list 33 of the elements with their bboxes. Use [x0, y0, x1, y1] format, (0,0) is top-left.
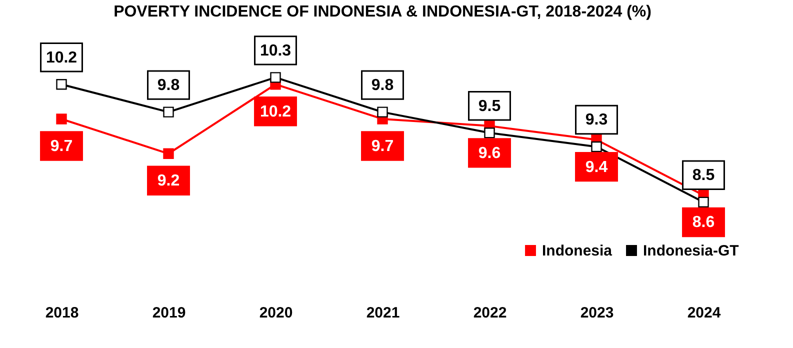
legend-label: Indonesia: [542, 242, 613, 260]
x-tick-label: 2021: [366, 304, 400, 322]
x-tick-label: 2022: [473, 304, 507, 322]
data-label: 9.7: [371, 138, 394, 155]
legend-label: Indonesia-GT: [643, 242, 739, 260]
x-tick-label: 2023: [580, 304, 614, 322]
data-label: 10.2: [260, 103, 292, 120]
data-label: 8.5: [692, 167, 715, 184]
point: [163, 148, 174, 159]
point: [698, 196, 709, 208]
data-label: 9.2: [157, 172, 180, 190]
point: [56, 114, 67, 124]
point: [591, 141, 602, 152]
point: [484, 128, 495, 138]
data-label: 10.2: [46, 49, 78, 66]
data-label: 9.3: [585, 112, 608, 129]
data-label: 9.7: [50, 138, 73, 155]
point: [377, 106, 388, 118]
data-label: 9.8: [157, 77, 180, 94]
data-label: 10.3: [260, 42, 292, 60]
point: [163, 106, 174, 118]
point: [270, 72, 281, 83]
x-tick-label: 2019: [152, 304, 186, 322]
data-label: 9.6: [478, 144, 501, 162]
chart-title: POVERTY INCIDENCE OF INDONESIA & INDONESIA-GT, 2018-2024 (%): [114, 3, 652, 20]
x-tick-label: 2018: [45, 304, 79, 322]
data-label: 9.5: [478, 98, 501, 115]
x-tick-label: 2024: [687, 304, 722, 322]
data-label: 9.4: [585, 158, 608, 176]
x-tick-label: 2020: [259, 304, 293, 322]
data-label: 9.8: [371, 77, 394, 94]
point: [56, 79, 67, 90]
data-label: 8.6: [692, 214, 715, 232]
